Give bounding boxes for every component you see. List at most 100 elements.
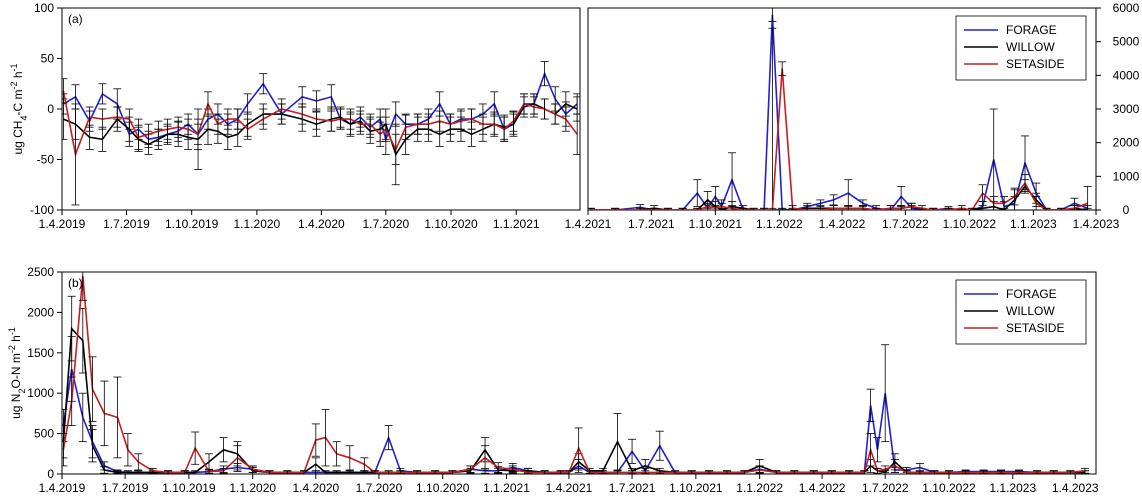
y-axis-label-part: O-N: [9, 367, 23, 389]
data-point-setaside: [467, 108, 476, 130]
panel-label: (b): [68, 276, 83, 290]
legend-label: FORAGE: [1006, 23, 1057, 37]
data-point-setaside: [996, 470, 1005, 474]
y-tick-label: 1000: [1113, 169, 1140, 183]
data-point-setaside: [265, 470, 274, 474]
data-point-setaside: [500, 116, 509, 142]
x-tick-label: 1.4.2022: [819, 217, 866, 231]
x-tick-label: 1.7.2020: [356, 481, 403, 495]
data-point-setaside: [1080, 467, 1089, 474]
legend-label: SETASIDE: [1006, 57, 1064, 71]
x-tick-label: 1.10.2019: [165, 217, 219, 231]
data-point-willow: [311, 457, 320, 472]
data-point-setaside: [213, 113, 222, 135]
data-point-setaside: [740, 470, 749, 474]
x-tick-label: 1.10.2019: [162, 481, 216, 495]
data-point-setaside: [873, 467, 882, 474]
data-point-setaside: [88, 356, 97, 422]
data-point-willow: [134, 470, 143, 474]
data-point-setaside: [564, 470, 573, 474]
data-point-setaside: [381, 116, 390, 142]
legend-label: WILLOW: [1006, 40, 1055, 54]
data-point-setaside: [360, 457, 369, 472]
data-point-setaside: [413, 470, 422, 474]
data-point-setaside: [1033, 470, 1042, 474]
x-tick-label: 1.1.2023: [1010, 217, 1057, 231]
data-point-setaside: [979, 470, 988, 474]
y-axis-label-part: N: [9, 394, 23, 403]
data-point-setaside: [456, 110, 465, 132]
y-axis-label-part: ug C: [11, 129, 25, 155]
x-tick-label: 1.4.2020: [292, 481, 339, 495]
data-point-setaside: [203, 91, 212, 117]
x-tick-label: 1.10.2020: [424, 217, 478, 231]
data-point-setaside: [298, 103, 307, 125]
data-point-setaside: [574, 427, 583, 469]
data-point-setaside: [312, 108, 321, 130]
data-point-setaside: [866, 433, 875, 467]
data-point-forage: [768, 8, 777, 22]
data-point-setaside: [481, 445, 490, 471]
data-point-setaside: [961, 470, 970, 474]
data-point-setaside: [524, 470, 533, 474]
data-point-setaside: [164, 470, 173, 474]
data-point-setaside: [321, 408, 330, 467]
panel-label: (a): [68, 12, 83, 26]
data-point-setaside: [1021, 174, 1030, 192]
data-point-setaside: [693, 207, 702, 210]
data-point-setaside: [529, 96, 538, 118]
data-point-setaside: [918, 205, 927, 210]
legend: FORAGE WILLOW SETASIDE: [955, 279, 1087, 345]
data-point-setaside: [62, 78, 68, 104]
y-tick-label: 2000: [1113, 136, 1140, 150]
x-tick-label: 1.1.2022: [756, 217, 803, 231]
data-point-setaside: [259, 108, 268, 130]
data-point-setaside: [790, 470, 799, 474]
data-point-setaside: [641, 470, 650, 474]
data-point-setaside: [573, 113, 580, 155]
y-axis-label-part: -C: [11, 103, 25, 116]
data-point-setaside: [223, 108, 232, 130]
data-point-setaside: [613, 470, 622, 474]
data-point-setaside: [588, 207, 595, 210]
x-tick-label: 1.1.2020: [234, 217, 281, 231]
y-axis-label-part: -1: [9, 63, 19, 71]
y-tick-label: 1000: [27, 386, 54, 400]
data-point-setaside: [300, 470, 309, 474]
data-point-setaside: [628, 470, 637, 474]
data-point-setaside: [494, 462, 503, 473]
panel-a-ch4-2021-2023: 0 1000 2000 3000 4000 5000 6000 1.4.2021 1.7.202…: [565, 1, 1140, 231]
y-tick-label: 4000: [1113, 68, 1140, 82]
y-tick-label: 500: [34, 427, 54, 441]
data-point-setaside: [345, 445, 354, 471]
data-point-setaside: [664, 207, 673, 210]
data-point-setaside: [778, 61, 787, 76]
legend: FORAGE WILLOW SETASIDE: [955, 15, 1087, 81]
legend-entry-forage: FORAGE: [964, 23, 1057, 37]
series-setaside: [588, 61, 1092, 210]
data-point-setaside: [968, 207, 977, 210]
data-point-setaside: [327, 110, 336, 132]
x-tick-label: 1.4.2021: [546, 481, 593, 495]
x-tick-label: 1.1.2021: [493, 217, 540, 231]
data-point-setaside: [816, 207, 825, 210]
data-point-setaside: [356, 113, 365, 135]
data-point-setaside: [163, 118, 172, 140]
data-point-setaside: [446, 113, 455, 135]
data-point-setaside: [944, 470, 953, 474]
data-point-setaside: [978, 184, 987, 202]
data-point-setaside: [611, 207, 620, 210]
y-axis-label-part: H: [11, 121, 25, 130]
x-tick-label: 1.7.2019: [102, 481, 149, 495]
data-point-setaside: [332, 441, 341, 467]
y-tick-label: 1500: [27, 346, 54, 360]
data-point-forage: [98, 83, 107, 105]
data-point-forage: [989, 108, 998, 210]
x-tick-label: 1.1.2021: [483, 481, 530, 495]
y-tick-label: -100: [30, 203, 54, 217]
data-point-setaside: [872, 207, 881, 210]
data-point-setaside: [508, 465, 517, 473]
data-point-setaside: [1000, 196, 1009, 210]
data-point-setaside: [366, 113, 375, 135]
data-point-setaside: [62, 433, 68, 467]
